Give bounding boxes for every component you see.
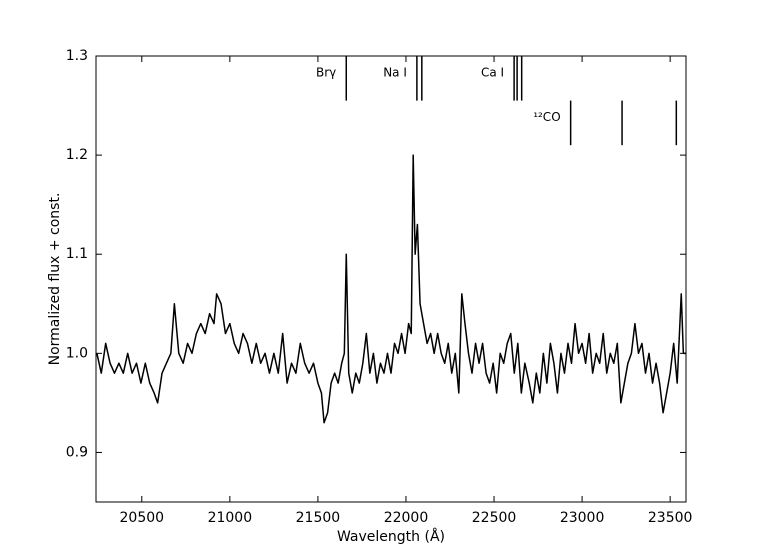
line-marker-label: ¹²CO xyxy=(533,110,560,124)
y-tick-label: 1.0 xyxy=(66,345,88,361)
line-marker-label: Ca I xyxy=(481,66,504,80)
x-tick-label: 22000 xyxy=(384,510,429,526)
x-tick-label: 21000 xyxy=(208,510,253,526)
x-tick-label: 22500 xyxy=(472,510,517,526)
x-axis-label: Wavelength (Å) xyxy=(337,528,445,545)
x-tick-label: 21500 xyxy=(296,510,341,526)
y-axis-label: Normalized flux + const. xyxy=(47,193,63,366)
line-marker-label: Brγ xyxy=(316,66,336,80)
spectrum-line xyxy=(96,154,686,424)
y-tick-label: 1.3 xyxy=(66,48,88,64)
y-tick-label: 0.9 xyxy=(66,444,88,460)
y-tick-label: 1.1 xyxy=(66,246,88,262)
x-tick-label: 20500 xyxy=(120,510,165,526)
line-marker-label: Na I xyxy=(383,66,407,80)
y-tick-label: 1.2 xyxy=(66,147,88,163)
x-tick-label: 23000 xyxy=(560,510,605,526)
plot-frame xyxy=(95,55,687,503)
x-tick-label: 23500 xyxy=(648,510,693,526)
